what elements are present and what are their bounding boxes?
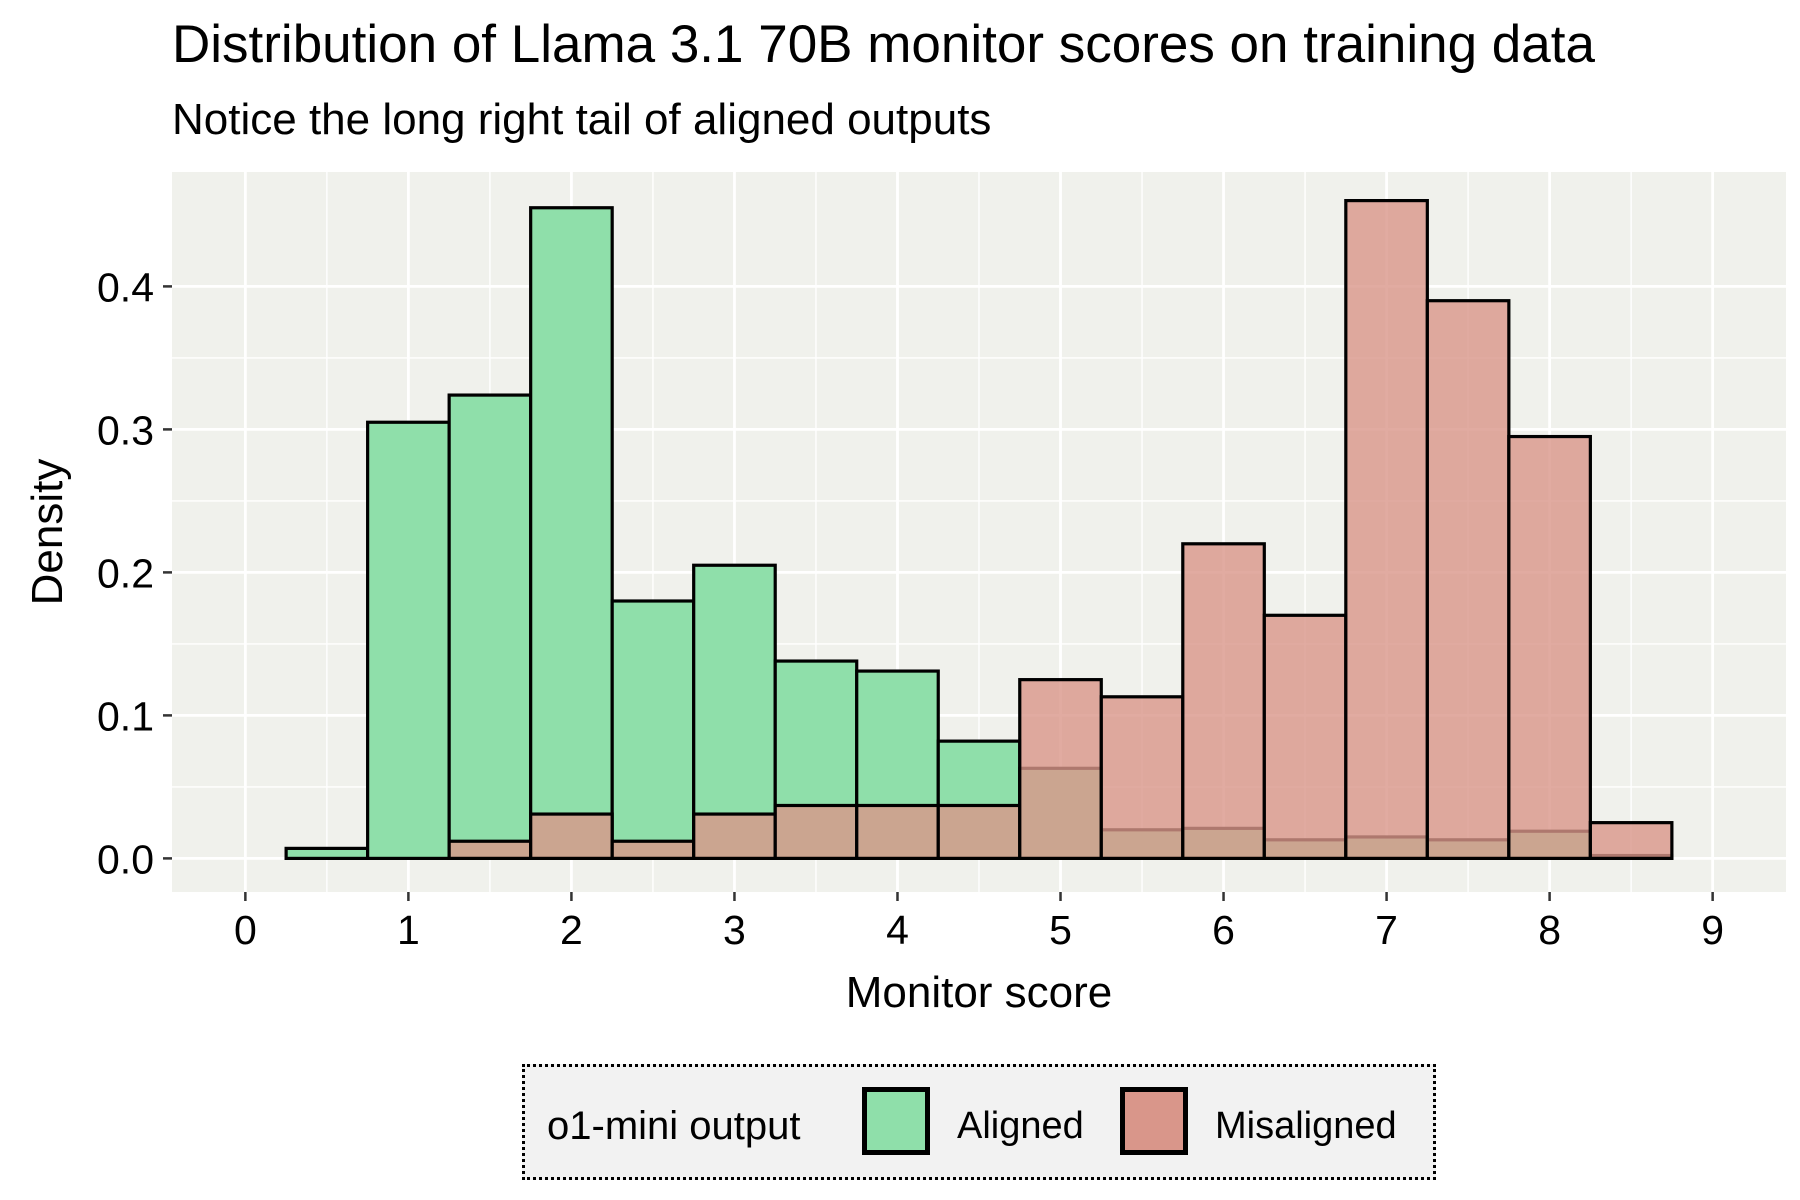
bar-misaligned bbox=[1344, 198, 1429, 860]
bar-misaligned bbox=[447, 839, 533, 860]
bar-misaligned bbox=[1099, 695, 1185, 860]
bar-misaligned bbox=[773, 803, 859, 860]
x-tick-label: 9 bbox=[1701, 907, 1724, 953]
histogram-chart: 0 1 2 3 4 5 6 7 8 90.00.10.20.30.4 Monitor score … bbox=[23, 172, 1786, 1017]
bar-misaligned bbox=[936, 803, 1022, 860]
x-tick-label: 2 bbox=[560, 907, 583, 953]
y-tick-label: 0.0 bbox=[97, 836, 154, 882]
bar-misaligned bbox=[1425, 299, 1511, 860]
legend-key-misaligned bbox=[1120, 1087, 1188, 1155]
x-tick-label: 3 bbox=[723, 907, 746, 953]
bar-aligned bbox=[284, 846, 370, 860]
chart-subtitle: Notice the long right tail of aligned ou… bbox=[172, 95, 992, 144]
y-tick-label: 0.1 bbox=[97, 693, 154, 739]
histogram-bars bbox=[284, 198, 1674, 860]
legend-label-aligned: Aligned bbox=[957, 1105, 1084, 1147]
x-tick-label: 1 bbox=[397, 907, 420, 953]
y-tick-label: 0.2 bbox=[97, 550, 154, 596]
axes: 0 1 2 3 4 5 6 7 8 9 0.0 0.1 0.2 0.3 0.4 bbox=[97, 264, 1724, 953]
x-tick-label: 5 bbox=[1049, 907, 1072, 953]
legend-label-misaligned: Misaligned bbox=[1215, 1105, 1397, 1147]
x-axis-label: Monitor score bbox=[846, 968, 1113, 1017]
legend-key-aligned bbox=[862, 1087, 930, 1155]
x-tick-label: 6 bbox=[1212, 907, 1235, 953]
bar-misaligned bbox=[1181, 542, 1266, 860]
bar-aligned bbox=[447, 393, 533, 860]
bar-misaligned bbox=[1018, 678, 1103, 860]
x-tick-label: 8 bbox=[1538, 907, 1561, 953]
bar-aligned bbox=[366, 420, 451, 860]
bar-misaligned bbox=[1588, 821, 1674, 860]
x-tick-label: 4 bbox=[886, 907, 909, 953]
bar-misaligned bbox=[1507, 434, 1592, 860]
series-misaligned bbox=[447, 198, 1674, 860]
bar-aligned bbox=[610, 599, 696, 860]
y-axis-label: Density bbox=[23, 459, 72, 606]
bar-aligned bbox=[529, 206, 614, 860]
chart-title: Distribution of Llama 3.1 70B monitor sc… bbox=[172, 15, 1595, 74]
bar-misaligned bbox=[1262, 613, 1348, 860]
bar-misaligned bbox=[529, 812, 614, 860]
legend: o1-mini output Aligned Misaligned bbox=[522, 1064, 1436, 1180]
x-tick-label: 0 bbox=[234, 907, 257, 953]
legend-title: o1-mini output bbox=[547, 1104, 801, 1148]
bar-misaligned bbox=[692, 812, 777, 860]
y-tick-label: 0.4 bbox=[97, 264, 154, 310]
bar-misaligned bbox=[855, 803, 940, 860]
y-tick-label: 0.3 bbox=[97, 407, 154, 453]
bar-misaligned bbox=[610, 839, 696, 860]
x-tick-label: 7 bbox=[1375, 907, 1398, 953]
